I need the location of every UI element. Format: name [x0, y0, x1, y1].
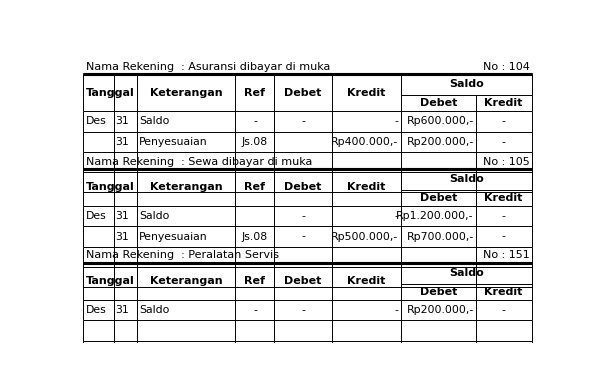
Text: Kredit: Kredit: [484, 98, 523, 108]
Text: Kredit: Kredit: [484, 193, 523, 203]
Text: Saldo: Saldo: [449, 268, 484, 278]
Text: No : 104: No : 104: [484, 62, 530, 72]
Text: -: -: [395, 305, 398, 315]
Text: Keterangan: Keterangan: [150, 276, 223, 286]
Text: 31: 31: [116, 231, 130, 241]
Text: -: -: [502, 231, 506, 241]
Text: Debet: Debet: [419, 193, 457, 203]
Text: Saldo: Saldo: [449, 79, 484, 89]
Text: 31: 31: [116, 211, 130, 221]
Text: Rp400.000,-: Rp400.000,-: [331, 137, 398, 147]
Text: -: -: [253, 305, 257, 315]
Text: Saldo: Saldo: [139, 305, 169, 315]
Text: Tanggal: Tanggal: [86, 276, 134, 286]
Text: -: -: [301, 305, 305, 315]
Text: Nama Rekening  : Peralatan Servis: Nama Rekening : Peralatan Servis: [86, 251, 278, 261]
Text: Rp200.000,-: Rp200.000,-: [406, 305, 474, 315]
Text: -: -: [502, 137, 506, 147]
Text: Kredit: Kredit: [484, 287, 523, 297]
Text: Rp200.000,-: Rp200.000,-: [406, 137, 474, 147]
Text: Debet: Debet: [284, 88, 322, 97]
Text: -: -: [253, 117, 257, 127]
Text: Tanggal: Tanggal: [86, 182, 134, 192]
Text: Ref: Ref: [244, 182, 265, 192]
Text: Keterangan: Keterangan: [150, 88, 223, 97]
Text: -: -: [502, 305, 506, 315]
Text: Ref: Ref: [244, 88, 265, 97]
Text: Penyesuaian: Penyesuaian: [139, 231, 208, 241]
Text: -: -: [301, 117, 305, 127]
Text: Saldo: Saldo: [449, 174, 484, 184]
Text: Debet: Debet: [284, 182, 322, 192]
Text: Keterangan: Keterangan: [150, 182, 223, 192]
Text: Js.08: Js.08: [242, 231, 268, 241]
Text: Debet: Debet: [284, 276, 322, 286]
Text: -: -: [395, 117, 398, 127]
Text: -: -: [395, 211, 398, 221]
Text: -: -: [502, 211, 506, 221]
Text: Rp1.200.000,-: Rp1.200.000,-: [396, 211, 474, 221]
Text: Rp600.000,-: Rp600.000,-: [406, 117, 474, 127]
Text: Des: Des: [86, 117, 106, 127]
Text: Saldo: Saldo: [139, 117, 169, 127]
Text: -: -: [502, 117, 506, 127]
Text: Penyesuaian: Penyesuaian: [139, 137, 208, 147]
Text: Ref: Ref: [244, 276, 265, 286]
Text: 31: 31: [116, 137, 130, 147]
Text: Nama Rekening  : Asuransi dibayar di muka: Nama Rekening : Asuransi dibayar di muka: [86, 62, 330, 72]
Text: -: -: [301, 231, 305, 241]
Text: Debet: Debet: [419, 98, 457, 108]
Text: No : 105: No : 105: [484, 157, 530, 167]
Text: -: -: [301, 211, 305, 221]
Text: Debet: Debet: [419, 287, 457, 297]
Text: Kredit: Kredit: [347, 182, 385, 192]
Text: Des: Des: [86, 305, 106, 315]
Text: Kredit: Kredit: [347, 88, 385, 97]
Text: Js.08: Js.08: [242, 137, 268, 147]
Text: Nama Rekening  : Sewa dibayar di muka: Nama Rekening : Sewa dibayar di muka: [86, 157, 312, 167]
Text: 31: 31: [116, 117, 130, 127]
Text: Saldo: Saldo: [139, 211, 169, 221]
Text: No : 151: No : 151: [484, 251, 530, 261]
Text: Des: Des: [86, 211, 106, 221]
Text: Tanggal: Tanggal: [86, 88, 134, 97]
Text: Kredit: Kredit: [347, 276, 385, 286]
Text: 31: 31: [116, 305, 130, 315]
Text: Rp700.000,-: Rp700.000,-: [406, 231, 474, 241]
Text: Rp500.000,-: Rp500.000,-: [331, 231, 398, 241]
